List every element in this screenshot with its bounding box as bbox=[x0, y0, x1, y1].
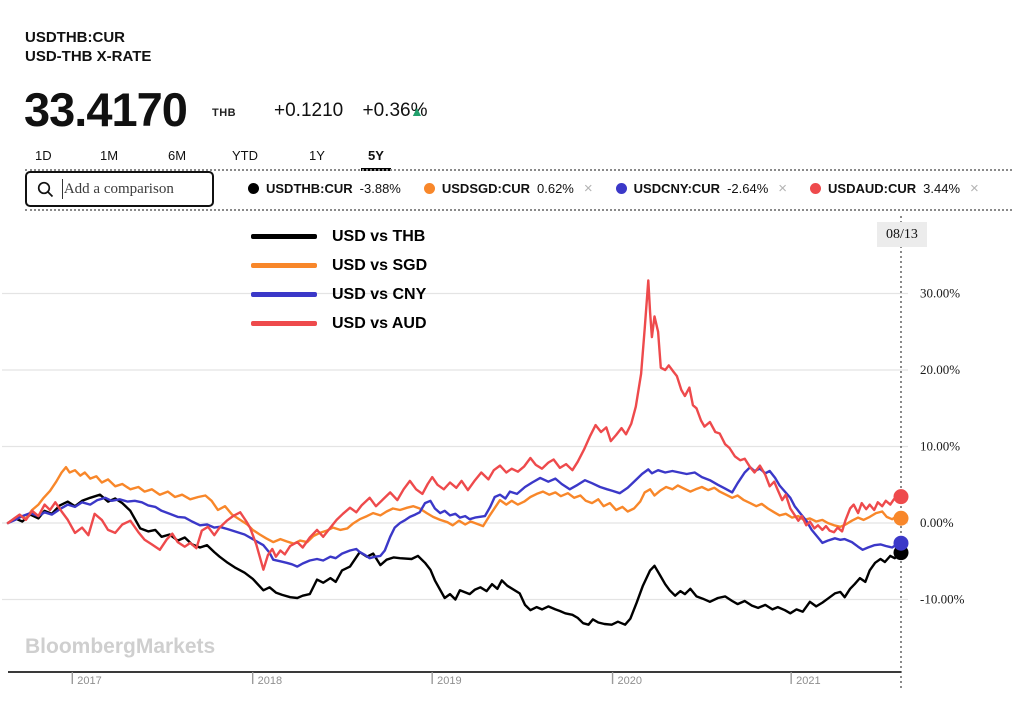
chip-label: USDCNY:CUR bbox=[633, 181, 721, 196]
series-usd-vs-sgd bbox=[6, 466, 903, 545]
legend-item-cny: USD vs CNY bbox=[251, 280, 427, 309]
price-change-pct: +0.36% bbox=[362, 100, 428, 121]
search-icon bbox=[37, 181, 54, 197]
last-price: 33.4170 bbox=[24, 83, 188, 136]
chart-legend: USD vs THB USD vs SGD USD vs CNY USD vs … bbox=[251, 222, 427, 338]
chip-usdthb[interactable]: USDTHB:CUR -3.88% bbox=[248, 181, 401, 196]
separator-top bbox=[25, 169, 1012, 171]
series-usd-vs-cny bbox=[6, 466, 903, 568]
tab-6m[interactable]: 6M bbox=[168, 148, 187, 163]
x-tick-label: 2020 bbox=[618, 675, 642, 687]
chip-dot-3 bbox=[615, 183, 627, 194]
chip-dot-2 bbox=[423, 183, 435, 194]
comparison-search-box[interactable] bbox=[25, 171, 214, 207]
series-end-dot bbox=[893, 510, 909, 526]
price-change-row: +0.1210 +0.36% bbox=[274, 100, 427, 122]
legend-swatch-1 bbox=[251, 234, 317, 239]
legend-swatch-3 bbox=[251, 292, 317, 297]
chip-value: 3.44% bbox=[923, 181, 961, 196]
legend-label: USD vs SGD bbox=[332, 256, 428, 274]
tab-ytd[interactable]: YTD bbox=[232, 148, 258, 163]
x-tick-label: 2019 bbox=[437, 675, 461, 687]
bloomberg-markets-watermark: BloombergMarkets bbox=[25, 635, 216, 658]
text-caret bbox=[62, 179, 63, 199]
series-end-dot bbox=[893, 489, 909, 505]
tab-1d[interactable]: 1D bbox=[35, 148, 52, 163]
price-unit: THB bbox=[212, 107, 237, 119]
series-usd-vs-aud bbox=[6, 279, 903, 571]
chip-close-icon[interactable]: × bbox=[970, 180, 979, 197]
chip-label: USDSGD:CUR bbox=[441, 181, 530, 196]
y-tick-label: -10.00% bbox=[920, 592, 965, 607]
security-name: USD-THB X-RATE bbox=[25, 48, 152, 65]
chip-usdaud[interactable]: USDAUD:CUR 3.44% × bbox=[810, 180, 979, 197]
comparison-search-input[interactable] bbox=[63, 180, 202, 198]
legend-label: USD vs THB bbox=[332, 227, 426, 245]
price-change: +0.1210 bbox=[274, 100, 344, 121]
x-tick-label: 2021 bbox=[796, 675, 820, 687]
legend-swatch-4 bbox=[251, 321, 317, 326]
chip-dot-4 bbox=[810, 183, 822, 194]
series-usd-vs-thb bbox=[6, 493, 903, 626]
x-tick-label: 2017 bbox=[77, 675, 101, 687]
separator-bottom bbox=[25, 209, 1012, 211]
comparison-chips: USDTHB:CUR -3.88% USDSGD:CUR 0.62% × USD… bbox=[248, 180, 979, 197]
chip-value: -3.88% bbox=[359, 181, 401, 196]
chip-value: -2.64% bbox=[727, 181, 769, 196]
legend-item-sgd: USD vs SGD bbox=[251, 251, 427, 280]
tab-1m[interactable]: 1M bbox=[100, 148, 119, 163]
y-tick-label: 10.00% bbox=[920, 439, 960, 454]
legend-label: USD vs CNY bbox=[332, 285, 427, 303]
chip-label: USDAUD:CUR bbox=[828, 181, 917, 196]
chip-usdcny[interactable]: USDCNY:CUR -2.64% × bbox=[615, 180, 788, 197]
series-end-dot bbox=[893, 535, 909, 551]
tab-1y[interactable]: 1Y bbox=[309, 148, 325, 163]
chip-value: 0.62% bbox=[537, 181, 574, 196]
y-tick-label: 30.00% bbox=[920, 286, 960, 301]
chip-dot-1 bbox=[248, 183, 259, 194]
x-tick-label: 2018 bbox=[258, 675, 282, 687]
chip-close-icon[interactable]: × bbox=[778, 180, 788, 197]
legend-item-aud: USD vs AUD bbox=[251, 309, 427, 338]
security-ticker: USDTHB:CUR bbox=[25, 29, 125, 46]
y-tick-label: 20.00% bbox=[920, 362, 960, 377]
security-header: USDTHB:CUR USD-THB X-RATE bbox=[25, 28, 151, 66]
chip-close-icon[interactable]: × bbox=[583, 180, 593, 197]
up-triangle-icon: ▲ bbox=[410, 103, 424, 119]
chip-label: USDTHB:CUR bbox=[266, 181, 353, 196]
y-tick-label: 0.00% bbox=[920, 515, 954, 530]
chip-usdsgd[interactable]: USDSGD:CUR 0.62% × bbox=[423, 180, 593, 197]
cursor-date-label: 08/13 bbox=[877, 222, 927, 247]
legend-item-thb: USD vs THB bbox=[251, 222, 427, 251]
legend-swatch-2 bbox=[251, 263, 317, 268]
legend-label: USD vs AUD bbox=[332, 314, 427, 332]
